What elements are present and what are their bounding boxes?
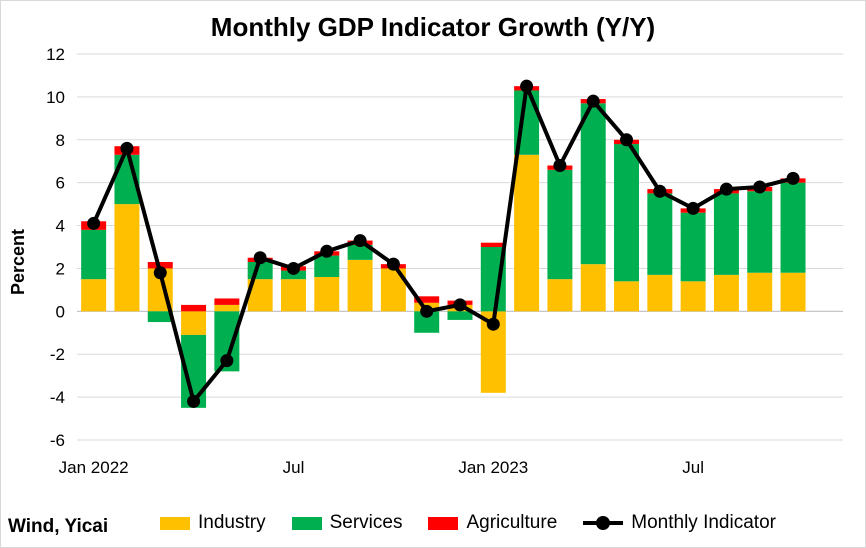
point-monthly-indicator [520,79,534,93]
bar-services [314,255,340,278]
bar-industry [214,304,240,312]
bar-services [647,193,673,275]
point-monthly-indicator [353,234,367,248]
bar-services [447,311,473,320]
y-tick-label: 8 [56,131,65,150]
y-tick-label: 0 [56,302,65,321]
bar-agriculture [181,304,207,312]
y-tick-label: -4 [50,388,65,407]
legend-label-services: Services [329,512,403,533]
bar-industry [547,279,573,312]
bar-services [81,229,107,280]
bar-industry [614,281,640,312]
bar-services [680,212,706,282]
point-monthly-indicator [320,244,334,258]
point-monthly-indicator [220,354,234,368]
legend-swatch-agriculture [428,516,459,530]
legend-item-monthly-indicator: Monthly Indicator [583,512,776,534]
legend-swatch-industry [160,516,190,530]
point-monthly-indicator [386,257,400,271]
bar-services [780,182,806,273]
point-monthly-indicator [453,298,467,312]
bar-industry [314,277,340,312]
point-monthly-indicator [87,216,101,230]
point-monthly-indicator [653,184,667,198]
point-monthly-indicator [686,201,700,215]
bar-services [614,144,640,282]
bar-services [147,311,173,323]
x-tick-label: Jan 2023 [458,458,528,477]
point-monthly-indicator [553,159,567,173]
y-tick-label: 2 [56,259,65,278]
legend-item-industry: Industry [160,512,266,534]
chart-title: Monthly GDP Indicator Growth (Y/Y) [210,12,656,42]
bar-services [247,262,273,280]
legend-label-monthly-indicator: Monthly Indicator [631,512,776,533]
y-tick-label: 12 [46,45,65,64]
bar-agriculture [414,296,440,303]
bar-services [580,103,606,265]
point-monthly-indicator [786,171,800,185]
bar-agriculture [214,298,240,305]
legend-label-agriculture: Agriculture [466,512,558,533]
point-monthly-indicator [120,141,134,155]
line-monthly-indicator [91,84,794,404]
bar-industry [347,259,373,312]
point-monthly-indicator [486,317,500,331]
point-monthly-indicator [253,251,267,265]
x-tick-label: Jan 2022 [59,458,129,477]
bar-agriculture [480,242,506,247]
bar-industry [181,311,207,335]
bar-industry [114,204,140,312]
x-tick-label: Jul [682,458,704,477]
point-monthly-indicator [420,304,434,318]
bar-industry [747,272,773,312]
y-tick-label: 6 [56,174,65,193]
legend-marker-monthly-indicator [583,515,624,531]
point-monthly-indicator [719,182,733,196]
point-monthly-indicator [153,266,167,280]
y-tick-label: 4 [56,217,65,236]
bar-industry [81,279,107,312]
point-monthly-indicator [286,261,300,275]
y-tick-label: 10 [46,88,65,107]
bar-services [547,169,573,280]
point-monthly-indicator [753,180,767,194]
legend: Industry Services Agriculture Monthly In… [160,512,776,534]
bar-services [347,244,373,260]
bar-industry [780,272,806,312]
bar-services [747,191,773,273]
y-tick-label: -6 [50,431,65,450]
y-axis-label: Percent [8,229,28,295]
legend-swatch-services [291,516,322,530]
x-tick-label: Jul [283,458,305,477]
legend-label-industry: Industry [198,512,266,533]
source-note: Wind, Yicai [8,516,109,537]
legend-item-services: Services [291,512,403,534]
bar-industry [680,281,706,312]
y-tick-label: -2 [50,345,65,364]
bar-services [414,311,440,333]
legend-item-agriculture: Agriculture [428,512,557,534]
point-monthly-indicator [187,394,201,408]
point-monthly-indicator [586,94,600,108]
bar-services [713,193,739,275]
bar-industry [713,274,739,312]
bar-industry [514,154,540,312]
bar-industry [580,264,606,312]
point-monthly-indicator [620,133,634,147]
bar-industry [280,279,306,312]
bar-industry [647,274,673,312]
